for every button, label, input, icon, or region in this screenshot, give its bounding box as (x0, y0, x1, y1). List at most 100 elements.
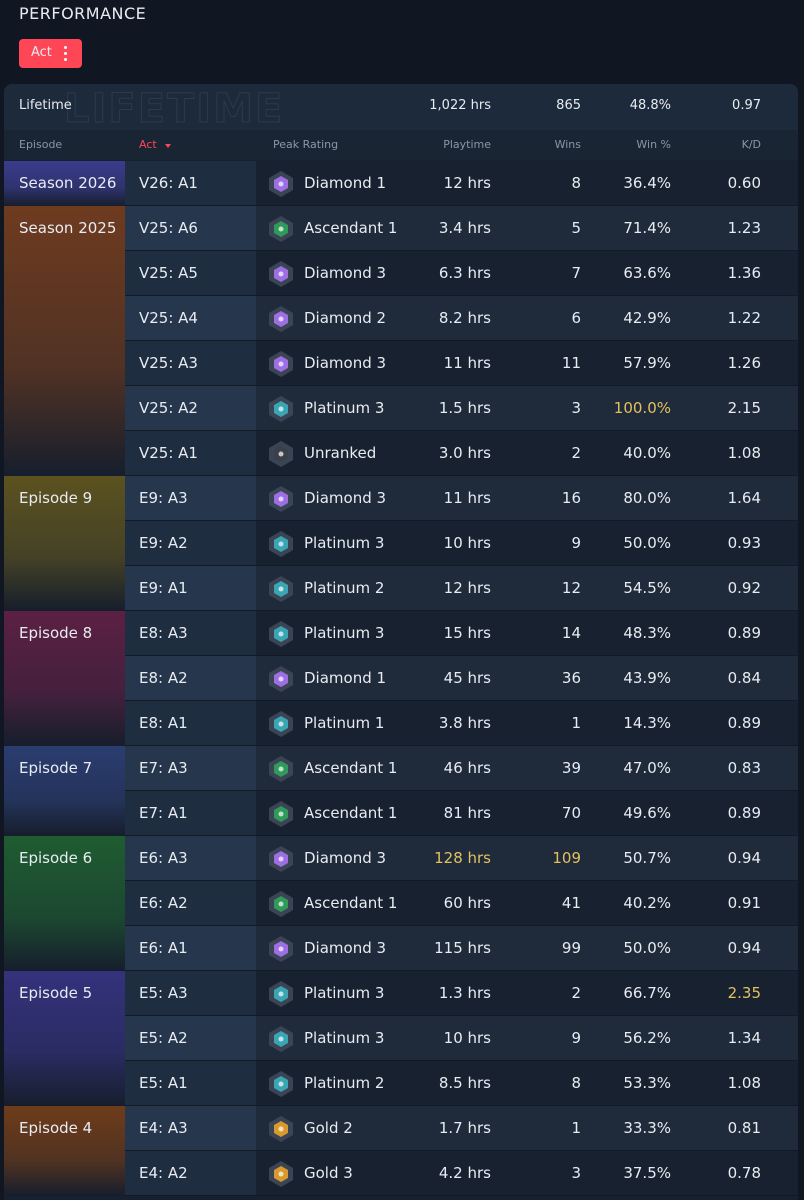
column-header: Win % (636, 138, 671, 151)
act-cell (125, 521, 256, 566)
rank-icon (267, 215, 295, 243)
column-header: Wins (554, 138, 581, 151)
peak-rating: Diamond 3 (304, 849, 387, 867)
act-cell (125, 791, 256, 836)
act-name: V26: A1 (139, 174, 198, 192)
wins: 11 (561, 354, 581, 372)
wins: 3 (571, 1164, 581, 1182)
lifetime-value: 48.8% (629, 98, 671, 113)
lifetime-value: 1,022 hrs (429, 98, 491, 113)
peak-rating: Diamond 3 (304, 939, 387, 957)
kd-ratio: 0.78 (727, 1164, 761, 1182)
lifetime-value: 0.97 (732, 98, 761, 113)
playtime: 3.8 hrs (438, 714, 491, 732)
wins: 6 (571, 309, 581, 327)
rank-icon (267, 170, 295, 198)
kd-ratio: 1.36 (727, 264, 761, 282)
playtime: 11 hrs (443, 354, 491, 372)
rank-icon (267, 665, 295, 693)
column-header: Episode (19, 138, 63, 151)
win-percent: 63.6% (623, 264, 671, 282)
episode-cell (4, 161, 125, 206)
win-percent: 47.0% (623, 759, 671, 777)
playtime: 8.5 hrs (438, 1074, 491, 1092)
wins: 16 (561, 489, 581, 507)
rank-icon-shape (269, 306, 293, 332)
rank-icon-shape (269, 351, 293, 377)
act-name: V25: A5 (139, 264, 198, 282)
act-name: E4: A3 (139, 1119, 188, 1137)
rank-icon-shape (269, 486, 293, 512)
act-name: E6: A1 (139, 939, 188, 957)
kd-ratio: 0.60 (727, 174, 761, 192)
win-percent: 71.4% (623, 219, 671, 237)
peak-rating: Ascendant 1 (304, 219, 398, 237)
kd-ratio: 0.94 (727, 939, 761, 957)
act-cell (125, 701, 256, 746)
act-name: E9: A1 (139, 579, 188, 597)
kd-ratio: 0.89 (727, 714, 761, 732)
rank-icon-shape (269, 441, 293, 467)
kd-ratio: 1.08 (727, 444, 761, 462)
act-name: E9: A2 (139, 534, 188, 552)
peak-rating: Diamond 3 (304, 489, 387, 507)
kd-ratio: 0.83 (727, 759, 761, 777)
peak-rating: Ascendant 1 (304, 759, 398, 777)
kd-ratio: 0.84 (727, 669, 761, 687)
rank-icon-shape (269, 216, 293, 242)
kd-ratio: 2.35 (727, 984, 761, 1002)
act-cell (125, 161, 256, 206)
episode-cell (4, 206, 125, 476)
rank-icon-shape (269, 981, 293, 1007)
win-percent: 42.9% (623, 309, 671, 327)
wins: 9 (571, 534, 581, 552)
rank-icon (267, 620, 295, 648)
episode-label: Season 2026 (19, 174, 117, 192)
peak-rating: Platinum 3 (304, 1029, 385, 1047)
wins: 8 (571, 1074, 581, 1092)
playtime: 45 hrs (443, 669, 491, 687)
playtime: 15 hrs (443, 624, 491, 642)
wins: 36 (561, 669, 581, 687)
episode-cell (4, 611, 125, 746)
act-cell (125, 1151, 256, 1196)
wins: 9 (571, 1029, 581, 1047)
section-title: PERFORMANCE (19, 4, 147, 23)
playtime: 128 hrs (434, 849, 491, 867)
act-cell (125, 1106, 256, 1151)
act-cell (125, 836, 256, 881)
kd-ratio: 0.92 (727, 579, 761, 597)
win-percent: 37.5% (623, 1164, 671, 1182)
peak-rating: Gold 3 (304, 1164, 353, 1182)
kd-ratio: 1.26 (727, 354, 761, 372)
wins: 99 (561, 939, 581, 957)
playtime: 8.2 hrs (438, 309, 491, 327)
kd-ratio: 1.34 (727, 1029, 761, 1047)
rank-icon (267, 305, 295, 333)
wins: 1 (571, 1119, 581, 1137)
wins: 8 (571, 174, 581, 192)
episode-cell (4, 1106, 125, 1196)
rank-icon (267, 755, 295, 783)
act-filter-button[interactable]: Act (19, 39, 82, 68)
rank-icon-shape (269, 801, 293, 827)
kd-ratio: 0.94 (727, 849, 761, 867)
playtime: 4.2 hrs (438, 1164, 491, 1182)
rank-icon (267, 440, 295, 468)
rank-icon (267, 1070, 295, 1098)
episode-label: Episode 7 (19, 759, 93, 777)
wins: 3 (571, 399, 581, 417)
peak-rating: Ascendant 1 (304, 894, 398, 912)
rank-icon (267, 530, 295, 558)
win-percent: 36.4% (623, 174, 671, 192)
rank-icon (267, 1025, 295, 1053)
wins: 39 (561, 759, 581, 777)
win-percent: 14.3% (623, 714, 671, 732)
act-cell (125, 206, 256, 251)
rank-icon-shape (269, 936, 293, 962)
peak-rating: Platinum 2 (304, 579, 385, 597)
act-cell (125, 296, 256, 341)
peak-rating: Platinum 3 (304, 624, 385, 642)
act-name: E9: A3 (139, 489, 188, 507)
act-cell (125, 341, 256, 386)
